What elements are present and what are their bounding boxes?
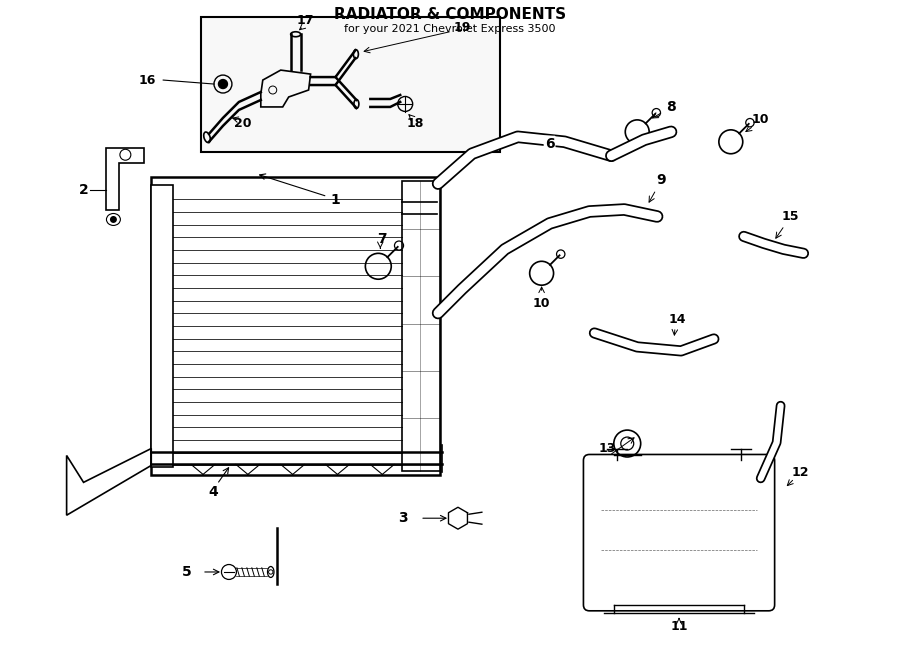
Text: 10: 10 bbox=[752, 114, 770, 126]
Text: 1: 1 bbox=[330, 192, 340, 206]
Bar bbox=[151, 176, 440, 475]
Text: 9: 9 bbox=[656, 173, 666, 186]
Bar bbox=[151, 184, 173, 467]
Text: 15: 15 bbox=[782, 210, 799, 223]
Text: for your 2021 Chevrolet Express 3500: for your 2021 Chevrolet Express 3500 bbox=[344, 24, 556, 34]
Text: 18: 18 bbox=[407, 118, 424, 130]
Text: 3: 3 bbox=[399, 511, 408, 525]
Text: 2: 2 bbox=[78, 182, 88, 196]
Text: 8: 8 bbox=[666, 100, 676, 114]
FancyBboxPatch shape bbox=[583, 455, 775, 611]
Bar bbox=[201, 17, 500, 152]
Text: 12: 12 bbox=[792, 466, 809, 479]
Bar bbox=[402, 180, 440, 471]
Text: 17: 17 bbox=[297, 14, 314, 27]
Text: 14: 14 bbox=[669, 313, 686, 326]
Text: 5: 5 bbox=[182, 565, 192, 579]
Circle shape bbox=[219, 79, 228, 89]
Text: 16: 16 bbox=[139, 73, 157, 87]
Text: 10: 10 bbox=[533, 297, 551, 309]
Circle shape bbox=[110, 216, 117, 223]
Text: 20: 20 bbox=[234, 118, 252, 130]
Text: 7: 7 bbox=[377, 233, 387, 247]
Text: 6: 6 bbox=[544, 137, 554, 151]
Text: 4: 4 bbox=[208, 485, 218, 499]
Text: 13: 13 bbox=[598, 442, 616, 455]
Text: 19: 19 bbox=[454, 20, 471, 34]
Text: RADIATOR & COMPONENTS: RADIATOR & COMPONENTS bbox=[334, 7, 566, 22]
Text: 11: 11 bbox=[670, 620, 688, 633]
